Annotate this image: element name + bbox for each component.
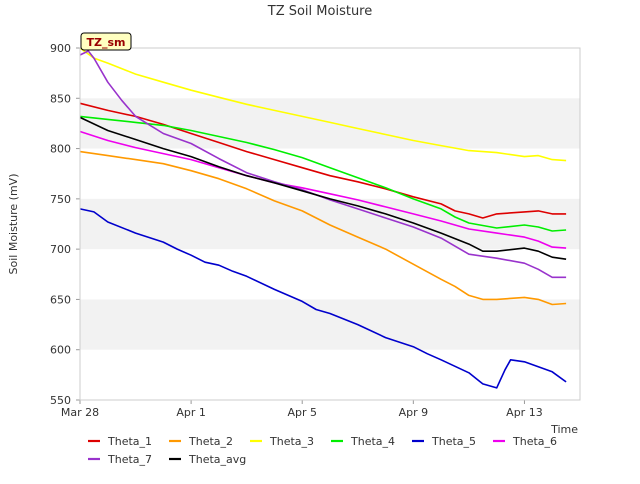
y-tick-label: 900 — [50, 42, 71, 55]
legend-label-theta-2: Theta_2 — [188, 435, 233, 448]
y-tick-label: 750 — [50, 193, 71, 206]
legend-label-theta-6: Theta_6 — [512, 435, 557, 448]
legend-label-theta-3: Theta_3 — [269, 435, 314, 448]
series-line-theta-1 — [79, 102, 567, 219]
series-line-theta-6 — [79, 130, 567, 249]
x-tick-label: Apr 5 — [287, 406, 317, 419]
station-badge: TZ_sm — [80, 32, 132, 51]
x-tick-label: Apr 13 — [506, 406, 543, 419]
x-tick-label: Mar 28 — [61, 406, 99, 419]
y-tick-label: 700 — [50, 243, 71, 256]
grid-band — [80, 98, 580, 149]
legend-label-theta-7: Theta_7 — [107, 453, 152, 466]
y-axis-label: Soil Moisture (mV) — [7, 174, 20, 275]
x-tick-label: Apr 9 — [399, 406, 429, 419]
legend: Theta_1 Theta_2 Theta_3 Theta_4 Theta_5 Theta… — [88, 435, 557, 466]
y-tick-label: 650 — [50, 293, 71, 306]
x-tick-label: Apr 1 — [176, 406, 206, 419]
plot-frame — [79, 47, 581, 401]
series-line-theta-4 — [79, 115, 567, 232]
legend-label-theta-1: Theta_1 — [107, 435, 152, 448]
legend-label-theta-5: Theta_5 — [431, 435, 476, 448]
y-tick-label: 800 — [50, 143, 71, 156]
station-badge-label: TZ_sm — [87, 36, 126, 49]
series-line-theta-3 — [79, 47, 567, 162]
x-axis-label: Time — [550, 423, 578, 436]
y-tick-label: 850 — [50, 92, 71, 105]
grid-bands — [80, 98, 580, 350]
series-line-theta-2 — [79, 150, 567, 306]
y-tick-label: 600 — [50, 344, 71, 357]
y-tick-label: 550 — [50, 394, 71, 407]
legend-label-theta-4: Theta_4 — [350, 435, 395, 448]
series-line-theta-avg — [79, 116, 567, 260]
series-line-theta-7 — [79, 50, 567, 279]
legend-label-theta-avg: Theta_avg — [188, 453, 246, 466]
grid-band — [80, 299, 580, 350]
series-lines — [79, 47, 567, 389]
chart-title: TZ Soil Moisture — [267, 4, 373, 19]
series-line-theta-5 — [79, 208, 567, 389]
grid-band — [80, 198, 580, 250]
x-axis: Mar 28 Apr 1 Apr 5 Apr 9 Apr 13 — [61, 400, 543, 419]
y-axis: 550 600 650 700 750 800 850 900 — [50, 42, 80, 407]
